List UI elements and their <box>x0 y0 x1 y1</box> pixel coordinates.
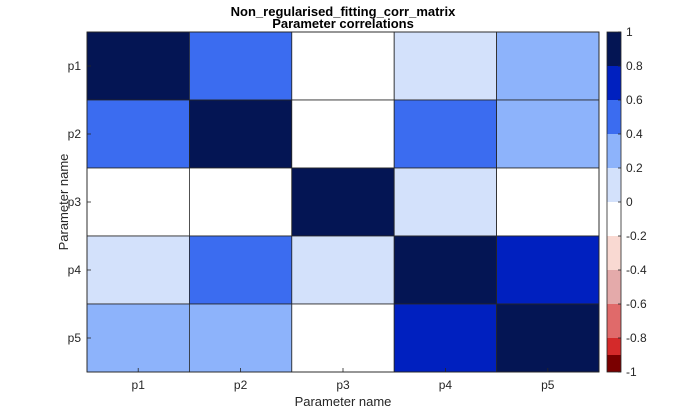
colorbar-tick-label: 0.2 <box>626 161 643 175</box>
colorbar-band-4 <box>607 168 621 202</box>
heatmap-cell-p5-p1 <box>86 303 190 373</box>
heatmap-cell-p3-p4 <box>393 167 498 237</box>
heatmap-cell-p5-p2 <box>188 303 293 373</box>
colorbar-tick-label: -0.4 <box>626 263 647 277</box>
colorbar-tick-label: -0.6 <box>626 297 647 311</box>
heatmap-cell-p4-p4 <box>393 235 498 305</box>
colorbar-tick-label: -0.2 <box>626 229 647 243</box>
colorbar-band-7 <box>607 270 621 304</box>
colorbar-band-6 <box>607 236 621 270</box>
heatmap-cell-p2-p4 <box>393 99 498 169</box>
y-axis-label: Parameter name <box>56 154 71 251</box>
colorbar <box>606 31 622 373</box>
heatmap-cell-p3-p1 <box>86 167 190 237</box>
colorbar-tick-label: 0.8 <box>626 59 643 73</box>
heatmap-cell-p2-p2 <box>188 99 293 169</box>
y-tick-labels: p1 p2 p3 p4 p5 <box>68 59 91 345</box>
colorbar-band-10 <box>607 355 621 372</box>
heatmap-cell-p2-p1 <box>86 99 190 169</box>
heatmap-cell-p1-p2 <box>188 31 293 101</box>
y-tick-label-p4: p4 <box>68 263 82 277</box>
colorbar-band-5 <box>607 202 621 236</box>
colorbar-tick-label: -0.8 <box>626 331 647 345</box>
chart-subtitle: Parameter correlations <box>272 16 414 31</box>
colorbar-band-2 <box>607 100 621 134</box>
y-tick-label-p5: p5 <box>68 331 82 345</box>
heatmap-cell-p4-p3 <box>291 235 395 305</box>
x-tick-label-p1: p1 <box>132 378 146 392</box>
colorbar-tick-labels: 1 0.8 0.6 0.4 0.2 0 -0.2 -0.4 -0.6 -0.8 -1 <box>618 25 647 379</box>
colorbar-tick-label: 0.4 <box>626 127 643 141</box>
heatmap-cell-p3-p5 <box>496 167 600 237</box>
x-tick-labels: p1 p2 p3 p4 p5 <box>132 368 555 392</box>
colorbar-band-1 <box>607 66 621 100</box>
colorbar-tick-label: 0 <box>626 195 633 209</box>
colorbar-tick-label: 0.6 <box>626 93 643 107</box>
heatmap-cell-p1-p3 <box>291 31 395 101</box>
heatmap-cell-p2-p3 <box>291 99 395 169</box>
x-axis-label: Parameter name <box>295 394 392 409</box>
heatmap-cell-p4-p5 <box>496 235 600 305</box>
heatmap-cell-p1-p1 <box>86 31 190 101</box>
y-tick-label-p3: p3 <box>68 195 82 209</box>
heatmap-cell-p3-p3 <box>291 167 395 237</box>
colorbar-tick-label: -1 <box>626 365 637 379</box>
colorbar-band-0 <box>607 32 621 66</box>
colorbar-band-8 <box>607 304 621 338</box>
y-tick-label-p1: p1 <box>68 59 82 73</box>
heatmap-cell-p1-p5 <box>496 31 600 101</box>
colorbar-tick-label: 1 <box>626 25 633 39</box>
heatmap-cells <box>86 31 600 373</box>
heatmap-cell-p4-p1 <box>86 235 190 305</box>
colorbar-band-3 <box>607 134 621 168</box>
chart-title: Non_regularised_fitting_corr_matrix <box>231 4 456 19</box>
heatmap-cell-p5-p3 <box>291 303 395 373</box>
heatmap-cell-p1-p4 <box>393 31 498 101</box>
heatmap-cell-p2-p5 <box>496 99 600 169</box>
heatmap-cell-p5-p4 <box>393 303 498 373</box>
heatmap-cell-p5-p5 <box>496 303 600 373</box>
x-tick-label-p2: p2 <box>234 378 248 392</box>
x-tick-label-p4: p4 <box>439 378 453 392</box>
colorbar-band-9 <box>607 338 621 355</box>
x-tick-label-p3: p3 <box>336 378 350 392</box>
heatmap-cell-p4-p2 <box>188 235 293 305</box>
x-tick-label-p5: p5 <box>541 378 555 392</box>
y-tick-label-p2: p2 <box>68 127 82 141</box>
heatmap-cell-p3-p2 <box>188 167 293 237</box>
